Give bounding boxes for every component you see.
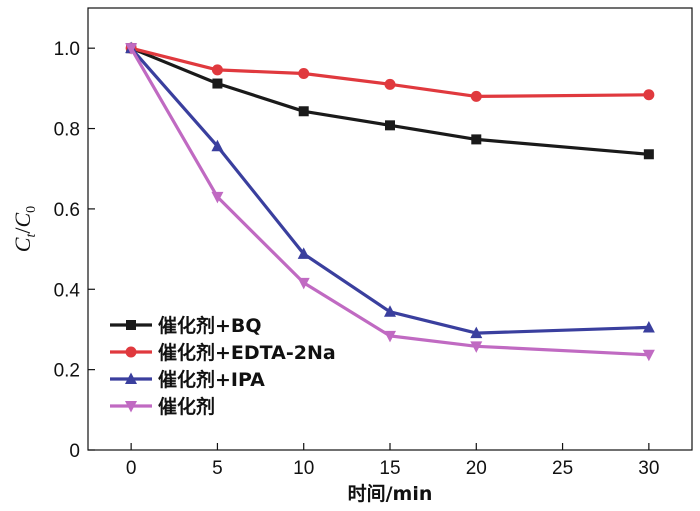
legend-label: 催化剂: [158, 395, 215, 418]
data-point: [643, 149, 654, 160]
legend-entry-4: 催化剂: [110, 395, 215, 418]
y-tick-label: 0.2: [54, 361, 80, 382]
y-tick-label: 0.4: [54, 280, 81, 301]
legend-marker: [125, 401, 137, 413]
data-point: [297, 277, 310, 290]
data-point: [298, 67, 310, 79]
data-point: [643, 89, 655, 101]
x-tick-label: 10: [293, 458, 314, 479]
legend-label: 催化剂+EDTA-2Na: [158, 341, 336, 364]
data-point: [470, 90, 482, 102]
y-axis-title: Ct/C0: [10, 206, 39, 252]
legend-entry-2: 催化剂+EDTA-2Na: [110, 341, 336, 364]
series-4: [125, 43, 655, 362]
data-point: [385, 120, 395, 131]
legend-marker: [126, 320, 136, 330]
data-point: [384, 78, 396, 90]
legend-label: 催化剂+IPA: [158, 368, 265, 391]
series-2: [125, 42, 655, 102]
data-point: [384, 305, 396, 317]
y-tick-label: 0.8: [54, 120, 80, 141]
x-axis: 0 5 10 15 20 25 30: [126, 443, 659, 479]
y-tick-label: 1.0: [54, 39, 80, 60]
x-tick-label: 20: [466, 458, 487, 479]
data-point: [211, 191, 224, 204]
legend-entry-3: 催化剂+IPA: [110, 368, 265, 391]
x-tick-label: 30: [638, 458, 659, 479]
data-point: [297, 247, 310, 259]
data-point: [642, 320, 655, 333]
data-point: [211, 64, 223, 76]
data-point: [470, 326, 483, 339]
data-point: [211, 139, 224, 152]
data-point: [298, 106, 309, 117]
data-point: [642, 349, 655, 362]
series-1: [126, 43, 654, 160]
data-point: [125, 43, 138, 55]
x-tick-label: 0: [126, 458, 137, 479]
legend-marker: [125, 372, 137, 384]
data-point: [384, 330, 396, 343]
x-tick-label: 25: [552, 458, 573, 479]
series-line: [130, 46, 650, 156]
data-point: [470, 341, 483, 353]
y-tick-label: 0: [69, 441, 80, 462]
series-line: [129, 47, 649, 335]
x-tick-label: 15: [379, 458, 400, 479]
y-tick-label: 0.6: [54, 200, 80, 221]
legend-label: 催化剂+BQ: [158, 314, 262, 337]
x-tick-label: 5: [212, 458, 223, 479]
legend-marker: [125, 346, 137, 358]
data-point: [212, 78, 223, 89]
series-layer: [125, 41, 655, 362]
y-axis: 0 0.2 0.4 0.6 0.8 1.0: [54, 39, 95, 462]
data-point: [471, 134, 482, 145]
series-line: [130, 46, 649, 99]
x-axis-title: 时间/min: [348, 483, 433, 505]
series-line: [129, 47, 649, 357]
legend-entry-1: 催化剂+BQ: [110, 314, 262, 337]
legend: 催化剂+BQ 催化剂+EDTA-2Na 催化剂+IPA 催化剂: [110, 314, 336, 418]
